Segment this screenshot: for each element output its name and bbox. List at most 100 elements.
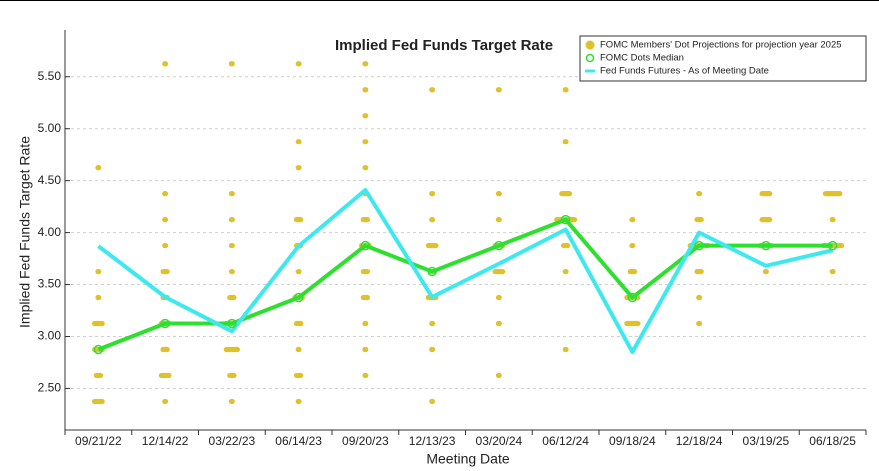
x-tick-label: 06/12/24	[542, 434, 589, 448]
dot-cluster	[362, 87, 369, 93]
y-tick-label: 5.00	[38, 121, 62, 135]
dot-cluster	[495, 217, 502, 223]
x-tick-label: 09/18/24	[609, 434, 656, 448]
y-tick-label: 3.00	[38, 329, 62, 343]
y-tick-label: 2.50	[38, 381, 62, 395]
dot-cluster	[629, 217, 636, 223]
legend-label: FOMC Dots Median	[600, 53, 684, 64]
dot-cluster	[91, 398, 105, 405]
series-line	[97, 188, 834, 355]
legend-swatch	[585, 53, 595, 63]
median-marker	[93, 344, 104, 355]
median-marker	[694, 240, 704, 251]
x-tick-label: 03/19/25	[743, 434, 790, 448]
dot-cluster	[295, 346, 302, 353]
legend-swatch	[585, 40, 595, 50]
dot-cluster	[228, 191, 235, 197]
dot-cluster	[223, 346, 240, 353]
median-marker	[427, 266, 437, 277]
y-tick-label: 4.00	[38, 225, 62, 239]
dot-cluster	[694, 217, 704, 223]
dot-cluster	[429, 87, 436, 93]
dot-cluster	[429, 217, 436, 223]
legend-label: Fed Funds Futures - As of Meeting Date	[600, 66, 769, 77]
dot-cluster	[759, 191, 773, 197]
dot-cluster	[362, 165, 369, 171]
dot-cluster	[560, 242, 571, 249]
median-marker	[627, 292, 638, 303]
x-tick-label: 12/18/24	[676, 434, 723, 448]
dot-cluster	[627, 268, 638, 275]
dot-cluster	[295, 139, 302, 145]
dot-cluster	[495, 87, 502, 93]
dot-cluster	[362, 372, 369, 379]
dot-cluster	[694, 268, 704, 275]
dot-cluster	[696, 191, 703, 197]
dot-cluster	[559, 191, 573, 197]
dot-cluster	[228, 217, 235, 223]
dot-cluster	[495, 191, 502, 197]
x-tick-label: 12/14/22	[142, 434, 189, 448]
dot-cluster	[293, 320, 304, 327]
dot-cluster	[822, 191, 843, 197]
dot-cluster	[95, 294, 102, 301]
dot-cluster	[360, 217, 371, 223]
dot-cluster	[696, 320, 703, 327]
median-marker	[560, 214, 571, 225]
dot-cluster	[629, 242, 636, 249]
dot-cluster	[162, 242, 169, 249]
y-tick-label: 5.50	[38, 69, 62, 83]
y-tick-label: 3.50	[38, 277, 62, 291]
dot-cluster	[91, 320, 105, 327]
dot-cluster	[227, 294, 237, 301]
dot-cluster	[362, 61, 369, 67]
median-marker	[494, 240, 504, 251]
dot-cluster	[162, 61, 169, 67]
dot-cluster	[295, 398, 302, 405]
legend-label: FOMC Members' Dot Projections for projec…	[600, 40, 842, 51]
dot-cluster	[228, 398, 235, 405]
dot-cluster	[759, 217, 773, 223]
chart-title: Implied Fed Funds Target Rate	[335, 37, 553, 54]
x-tick-label: 09/20/23	[342, 434, 389, 448]
dot-cluster	[562, 139, 569, 145]
dot-cluster	[829, 268, 836, 275]
median-marker	[293, 292, 304, 303]
dot-cluster	[293, 217, 304, 223]
median-marker	[360, 240, 371, 251]
dot-cluster	[362, 346, 369, 353]
x-tick-label: 03/22/23	[209, 434, 256, 448]
dot-cluster	[160, 268, 170, 275]
dot-cluster	[562, 87, 569, 93]
dot-cluster	[295, 165, 302, 171]
dot-cluster	[293, 372, 304, 379]
dot-cluster	[762, 268, 769, 275]
x-tick-label: 03/20/24	[476, 434, 523, 448]
median-marker	[761, 240, 771, 251]
dot-cluster	[360, 294, 371, 301]
dot-cluster	[228, 242, 235, 249]
dot-cluster	[495, 372, 502, 379]
dot-cluster	[495, 320, 502, 327]
x-tick-label: 12/13/23	[409, 434, 456, 448]
dot-cluster	[362, 139, 369, 145]
x-tick-label: 06/14/23	[275, 434, 322, 448]
dot-cluster	[162, 191, 169, 197]
dot-cluster	[425, 242, 439, 249]
dot-cluster	[95, 165, 102, 171]
dot-cluster	[158, 372, 172, 379]
dot-cluster	[429, 398, 436, 405]
dot-cluster	[562, 346, 569, 353]
legend-box	[579, 35, 867, 82]
dot-cluster	[562, 268, 569, 275]
dot-cluster	[295, 61, 302, 67]
dot-cluster	[228, 61, 235, 67]
dot-cluster	[93, 372, 104, 379]
dot-cluster	[495, 294, 502, 301]
dot-cluster	[829, 217, 836, 223]
median-marker	[827, 240, 838, 251]
dot-cluster	[362, 320, 369, 327]
dot-cluster	[429, 346, 436, 353]
series-line	[97, 217, 833, 352]
